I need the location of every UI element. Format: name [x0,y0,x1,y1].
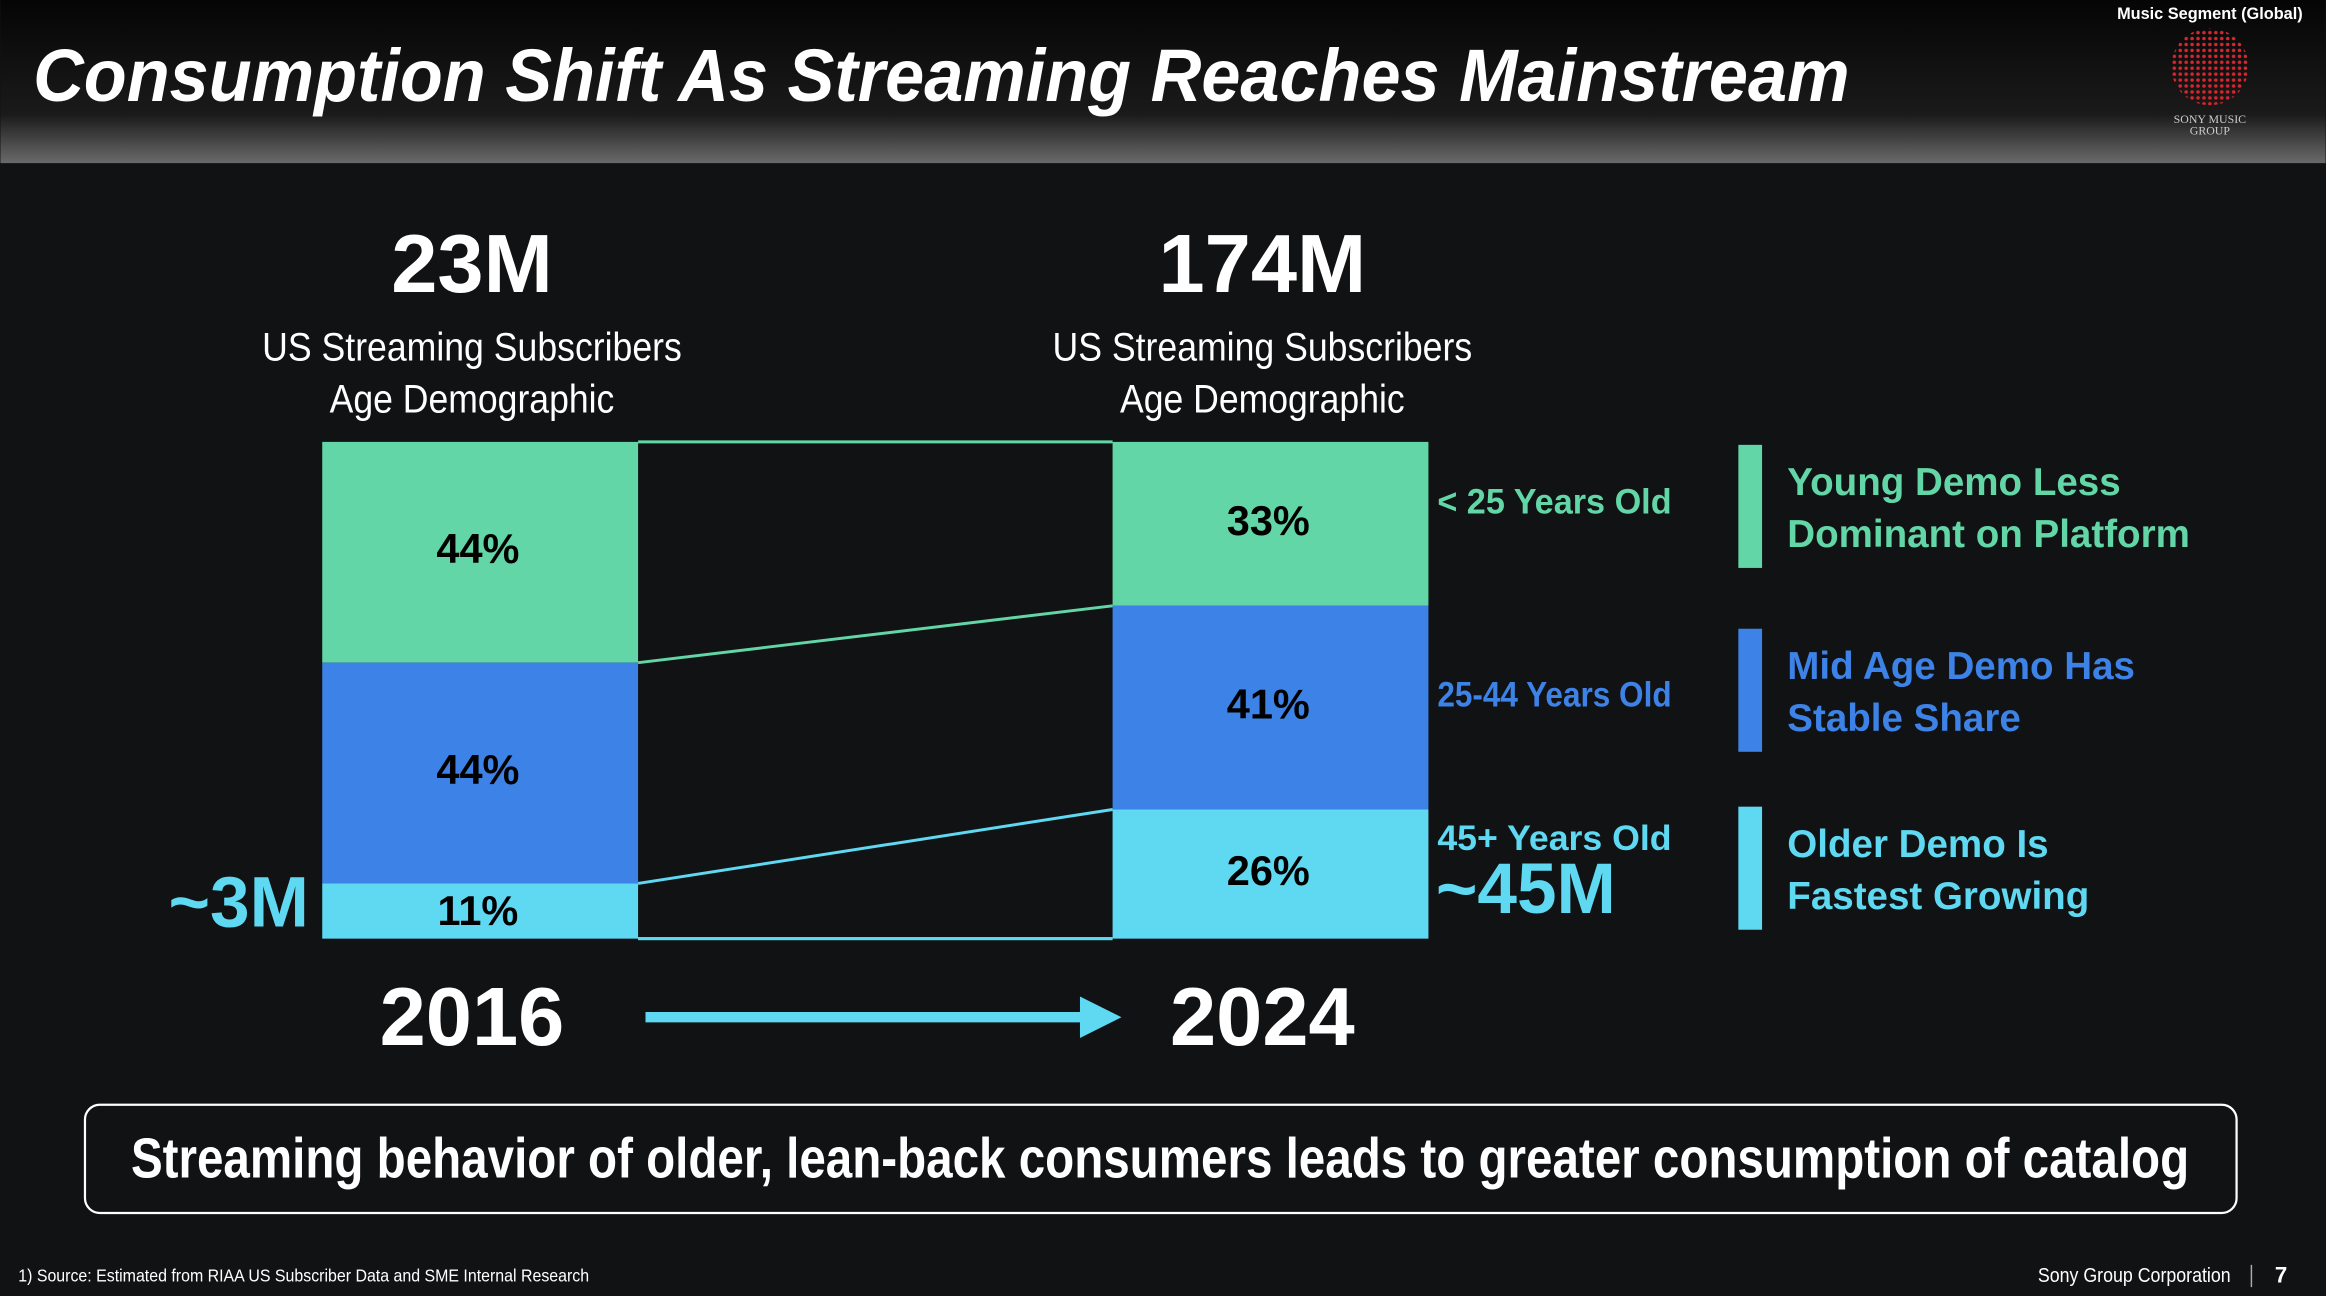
bar-segment [322,883,639,939]
annotation: ~45M [1436,850,1616,929]
logo-mark [2171,28,2249,106]
bar-segment [322,441,639,663]
banner-box [83,1103,2238,1215]
annotation: ~3M [168,863,308,942]
series-label: 45+ Years Old [1437,818,1671,858]
connector [637,808,1113,885]
callout-bar [1738,806,1763,930]
connector [637,604,1113,665]
data-label: 26% [1227,847,1310,894]
logo-text: GROUP [2190,124,2231,138]
callout-text: Young Demo Less [1787,461,2120,504]
x-tick-label: 2024 [1170,970,1355,1063]
bar-segment [1112,809,1429,939]
page-number: 7 [2275,1263,2287,1288]
callout-bar [1738,628,1763,752]
subtitle: Age Demographic [1120,377,1405,421]
banner-text: Streaming behavior of older, lean-back c… [131,1126,2189,1189]
callout-text: Stable Share [1787,697,2021,740]
x-tick-label: 2016 [380,970,565,1063]
data-label: 11% [438,887,519,934]
data-label: 33% [1227,497,1310,544]
series-label: 25-44 Years Old [1437,674,1671,714]
subtitle: Age Demographic [330,377,615,421]
company: Sony Group Corporation [2038,1264,2231,1287]
callout-bar [1738,444,1763,568]
callout-text: Fastest Growing [1787,875,2089,918]
logo-text: SONY MUSIC [2174,112,2246,126]
data-label: 44% [436,525,519,572]
subtitle: US Streaming Subscribers [262,326,682,370]
bar-segment [1112,605,1429,810]
total-label: 23M [391,217,553,310]
data-label: 44% [436,746,519,793]
title: Consumption Shift As Streaming Reaches M… [33,34,1849,117]
header-band [0,0,2326,164]
total-label: 174M [1159,217,1367,310]
segment-label: Music Segment (Global) [2117,5,2303,23]
callout-text: Mid Age Demo Has [1787,645,2135,688]
data-label: 41% [1227,681,1310,728]
subtitle: US Streaming Subscribers [1053,326,1473,370]
series-label: < 25 Years Old [1437,482,1671,522]
footnote: 1) Source: Estimated from RIAA US Subscr… [18,1265,589,1285]
callout-text: Dominant on Platform [1787,513,2190,556]
arrow-head [1079,996,1122,1038]
bar-segment [1112,441,1429,606]
callout-text: Older Demo Is [1787,823,2048,866]
bar-segment [322,662,639,884]
